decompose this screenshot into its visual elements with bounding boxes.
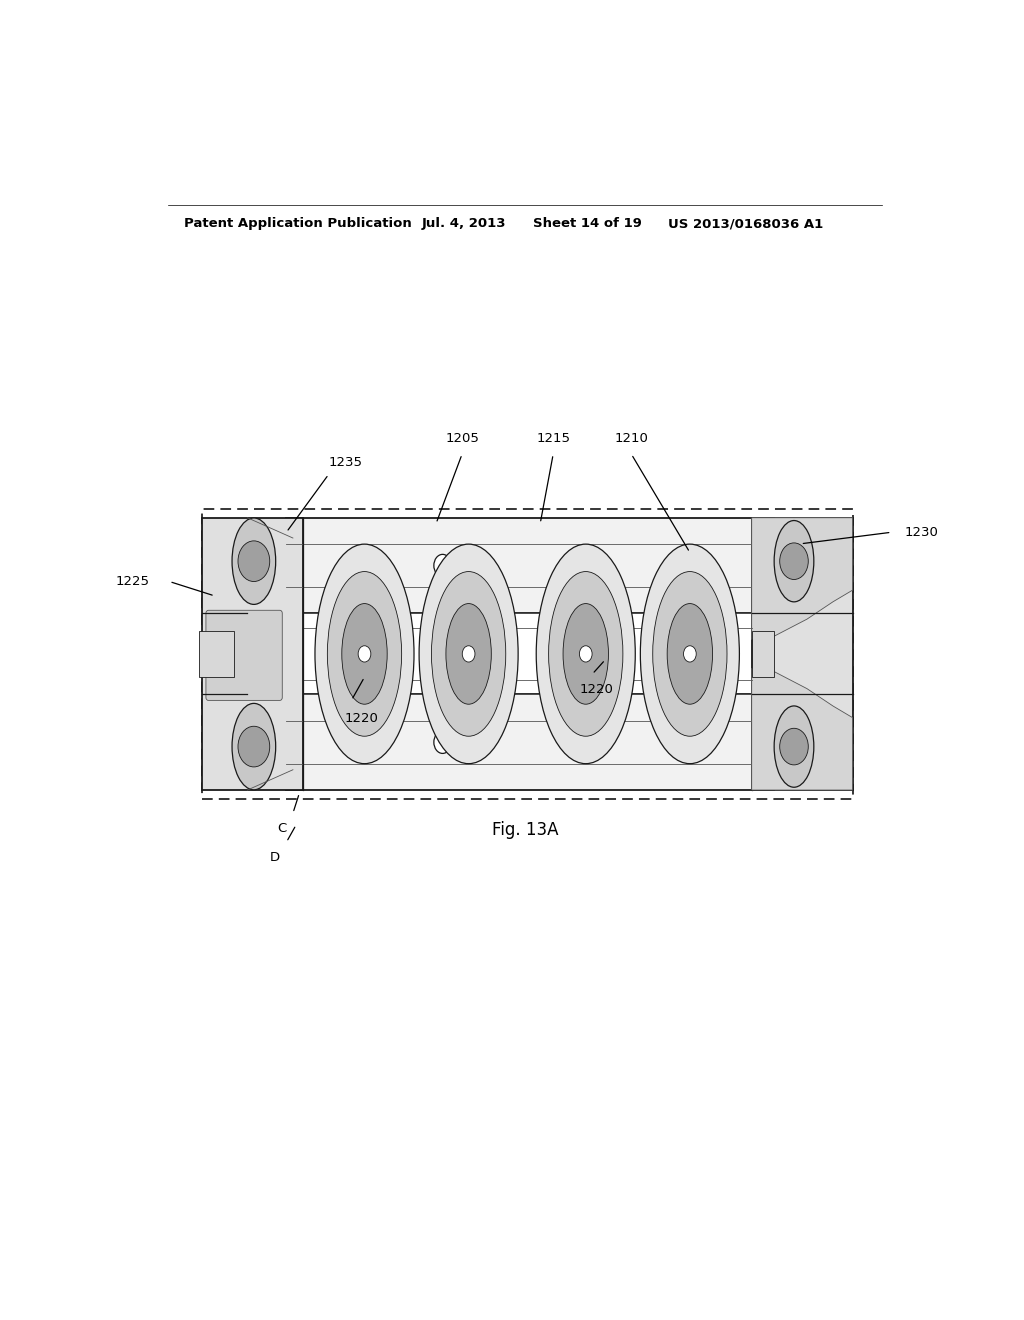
Text: Patent Application Publication: Patent Application Publication [183, 218, 412, 231]
Ellipse shape [549, 572, 623, 737]
Circle shape [684, 645, 696, 663]
Bar [287, 694, 774, 791]
Ellipse shape [328, 572, 401, 737]
Ellipse shape [563, 603, 608, 704]
Text: US 2013/0168036 A1: US 2013/0168036 A1 [668, 218, 823, 231]
Bar [202, 517, 303, 791]
Ellipse shape [537, 544, 635, 764]
Ellipse shape [668, 603, 713, 704]
Text: Jul. 4, 2013: Jul. 4, 2013 [422, 218, 506, 231]
Ellipse shape [774, 706, 814, 787]
Circle shape [580, 645, 592, 663]
Circle shape [462, 645, 475, 663]
Text: 1235: 1235 [329, 455, 362, 469]
Circle shape [434, 731, 452, 754]
Ellipse shape [774, 520, 814, 602]
Bar [233, 519, 826, 784]
Text: 1215: 1215 [537, 433, 570, 445]
Ellipse shape [232, 517, 275, 605]
Circle shape [238, 726, 269, 767]
Bar [752, 517, 853, 791]
Text: 1220: 1220 [580, 682, 613, 696]
Circle shape [779, 543, 808, 579]
Bar [202, 510, 853, 799]
Bar [287, 517, 774, 614]
Text: Sheet 14 of 19: Sheet 14 of 19 [532, 218, 642, 231]
Text: 1225: 1225 [116, 576, 150, 587]
FancyBboxPatch shape [206, 610, 283, 701]
Bar [202, 510, 853, 799]
Ellipse shape [431, 572, 506, 737]
Circle shape [358, 645, 371, 663]
Ellipse shape [315, 544, 414, 764]
Polygon shape [752, 668, 853, 791]
Circle shape [434, 554, 452, 577]
Text: C: C [278, 822, 287, 836]
Ellipse shape [342, 603, 387, 704]
Text: 1230: 1230 [904, 525, 938, 539]
Text: Fig. 13A: Fig. 13A [492, 821, 558, 840]
Bar [199, 631, 234, 677]
Ellipse shape [652, 572, 727, 737]
Ellipse shape [445, 603, 492, 704]
Polygon shape [752, 517, 853, 639]
Text: D: D [269, 851, 280, 863]
Circle shape [238, 541, 269, 582]
Circle shape [570, 554, 588, 577]
Circle shape [779, 729, 808, 764]
Ellipse shape [419, 544, 518, 764]
Text: 1205: 1205 [445, 433, 479, 445]
Ellipse shape [232, 704, 275, 789]
Text: 1220: 1220 [345, 711, 379, 725]
Ellipse shape [640, 544, 739, 764]
Text: 1210: 1210 [614, 433, 648, 445]
Circle shape [570, 731, 588, 754]
Bar [752, 631, 774, 677]
